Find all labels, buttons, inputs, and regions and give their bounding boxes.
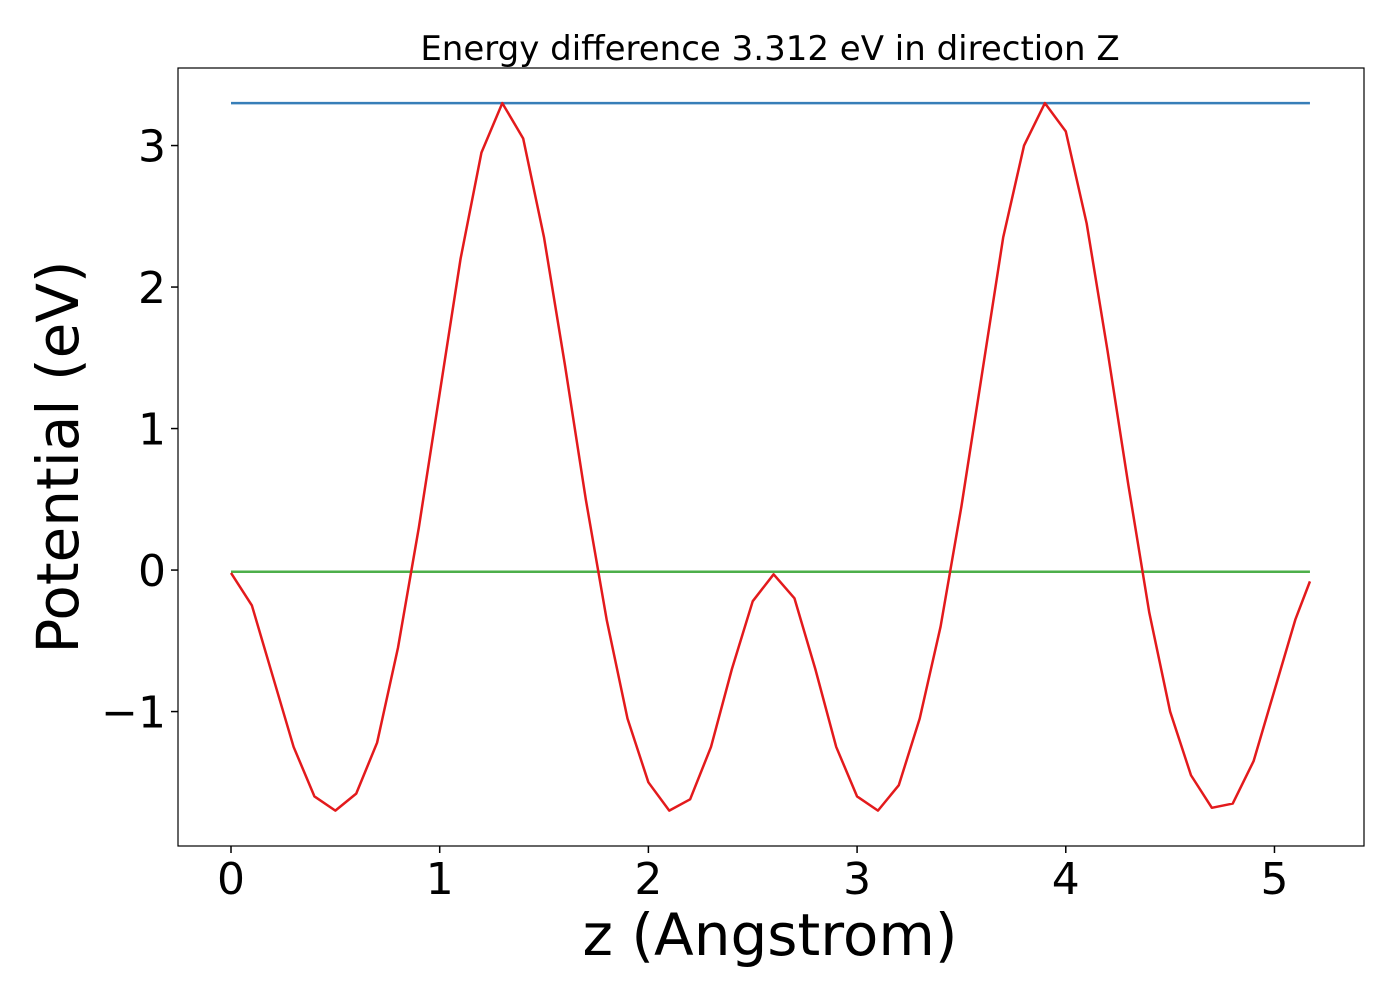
y-tick-label: −1: [101, 688, 166, 739]
y-tick-label: 3: [138, 122, 166, 173]
y-tick-label: 1: [138, 405, 166, 456]
x-axis-label: z (Angstrom): [583, 901, 958, 969]
x-tick-label: 3: [843, 854, 871, 905]
y-axis-label: Potential (eV): [24, 260, 92, 653]
y-tick-label: 2: [138, 263, 166, 314]
plot-frame: [177, 67, 1365, 847]
x-tick-label: 5: [1260, 854, 1288, 905]
x-tick-label: 2: [634, 854, 662, 905]
x-tick-label: 4: [1052, 854, 1080, 905]
y-tick-label: 0: [138, 546, 166, 597]
chart-title: Energy difference 3.312 eV in direction …: [420, 29, 1119, 69]
x-tick-label: 0: [217, 854, 245, 905]
line-series: [229, 101, 1312, 812]
x-tick-label: 1: [426, 854, 454, 905]
